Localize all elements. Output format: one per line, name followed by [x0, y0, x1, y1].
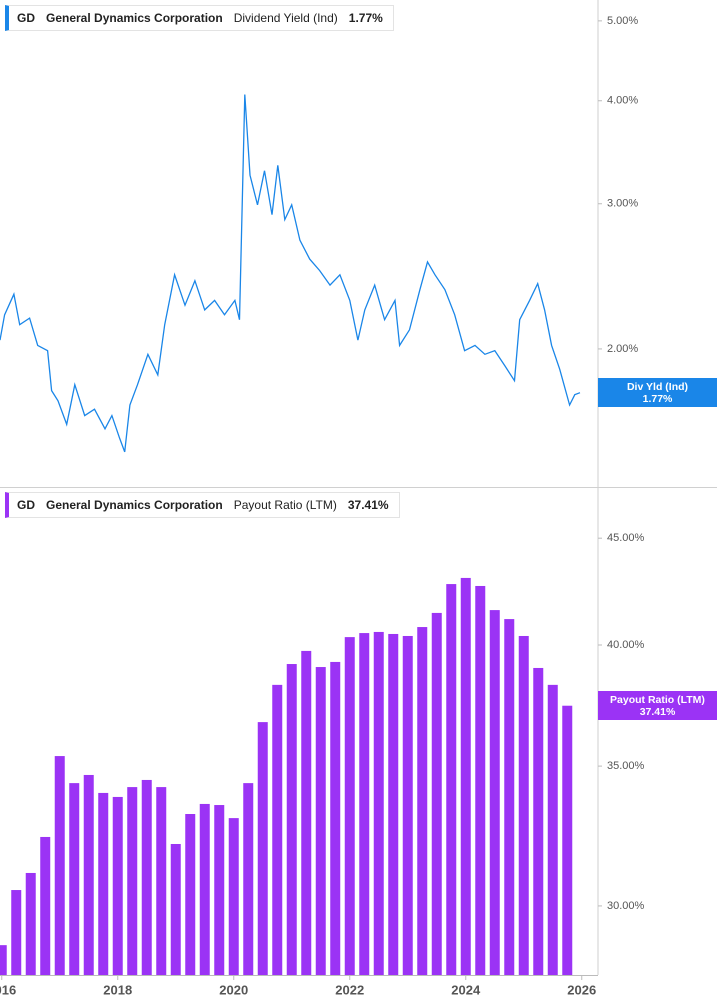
bar [185, 814, 196, 975]
bar [127, 787, 138, 975]
series-name: Dividend Yield (Ind) [233, 11, 338, 25]
bar [199, 803, 210, 975]
y-tick-label: 2.00% [607, 343, 638, 355]
bar [315, 667, 326, 975]
bar [446, 584, 457, 975]
ticker: GD [17, 498, 35, 512]
bar [460, 577, 471, 975]
x-tick-label: 2022 [335, 982, 364, 997]
company: General Dynamics Corporation [46, 11, 223, 25]
x-tick-label: 2016 [0, 982, 16, 997]
bar [301, 650, 312, 975]
value-badge: Div Yld (Ind) 1.77% [598, 378, 717, 408]
bar [112, 796, 123, 975]
y-tick-label: 5.00% [607, 15, 638, 27]
bar [489, 610, 500, 975]
y-tick-label: 4.00% [607, 95, 638, 107]
bar [214, 805, 225, 975]
bar [431, 612, 442, 975]
bar [40, 836, 51, 975]
bar [0, 945, 7, 975]
y-tick-label: 35.00% [607, 760, 645, 772]
bar [330, 661, 341, 975]
bar [170, 843, 181, 975]
bar [54, 756, 65, 975]
bar [373, 631, 384, 975]
last-value: 37.41% [347, 498, 389, 512]
x-tick-label: 2018 [103, 982, 132, 997]
line [0, 94, 581, 453]
x-tick-label: 2026 [567, 982, 596, 997]
bar [257, 722, 268, 975]
bar [11, 890, 22, 975]
y-tick-label: 45.00% [607, 532, 645, 544]
badge-name: Payout Ratio (LTM) [610, 693, 705, 706]
badge-value: 37.41% [639, 705, 676, 718]
bar [141, 779, 152, 975]
last-value: 1.77% [348, 11, 383, 25]
bar [243, 783, 254, 975]
company: General Dynamics Corporation [46, 498, 223, 512]
value-badge: Payout Ratio (LTM) 37.41% [598, 691, 717, 721]
badge-name: Div Yld (Ind) [626, 380, 689, 393]
bar [228, 818, 239, 975]
bar [83, 774, 94, 975]
bar [533, 667, 544, 975]
y-tick-label: 30.00% [607, 900, 645, 912]
bar [69, 783, 80, 975]
legend-header: GD General Dynamics Corporation Dividend… [5, 5, 394, 31]
bar [98, 792, 109, 975]
y-tick-label: 40.00% [607, 639, 645, 651]
y-tick-label: 3.00% [607, 198, 638, 210]
bar [359, 633, 370, 975]
bar [25, 872, 36, 975]
bar [156, 787, 167, 975]
bar [286, 664, 297, 975]
badge-value: 1.77% [642, 392, 673, 405]
bar [417, 627, 428, 975]
bar [547, 684, 558, 975]
legend-header: GD General Dynamics Corporation Payout R… [5, 492, 400, 518]
bar [475, 585, 486, 975]
bar [504, 619, 515, 975]
bar [562, 705, 573, 975]
bar [272, 684, 283, 975]
x-tick-label: 2024 [451, 982, 481, 997]
bar [388, 633, 399, 975]
bar [402, 635, 413, 975]
ticker: GD [17, 11, 35, 25]
x-tick-label: 2020 [219, 982, 248, 997]
bar [518, 635, 529, 975]
bar [344, 637, 355, 975]
series-name: Payout Ratio (LTM) [233, 498, 337, 512]
